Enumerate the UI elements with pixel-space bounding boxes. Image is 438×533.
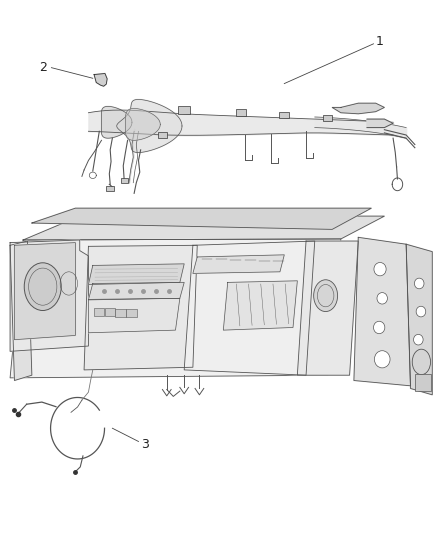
Ellipse shape — [374, 262, 386, 276]
Polygon shape — [94, 74, 107, 86]
FancyBboxPatch shape — [126, 310, 137, 317]
Polygon shape — [406, 244, 432, 395]
FancyBboxPatch shape — [158, 132, 167, 138]
Ellipse shape — [414, 278, 424, 289]
Text: 3: 3 — [141, 438, 149, 450]
Polygon shape — [32, 208, 371, 229]
Ellipse shape — [412, 349, 431, 375]
Polygon shape — [10, 241, 32, 381]
Polygon shape — [332, 103, 385, 114]
Polygon shape — [193, 255, 284, 273]
Polygon shape — [101, 107, 132, 138]
Polygon shape — [10, 240, 88, 351]
FancyBboxPatch shape — [236, 109, 246, 116]
FancyBboxPatch shape — [94, 309, 104, 316]
FancyBboxPatch shape — [116, 310, 126, 317]
FancyBboxPatch shape — [121, 178, 128, 183]
FancyBboxPatch shape — [323, 115, 332, 121]
Text: 1: 1 — [376, 35, 384, 47]
Polygon shape — [354, 237, 410, 386]
Ellipse shape — [413, 334, 423, 345]
Text: 2: 2 — [39, 61, 47, 74]
Ellipse shape — [374, 351, 390, 368]
Ellipse shape — [377, 293, 388, 304]
Ellipse shape — [314, 280, 338, 312]
Polygon shape — [125, 109, 160, 140]
Polygon shape — [117, 100, 182, 152]
FancyBboxPatch shape — [279, 112, 289, 118]
Polygon shape — [88, 298, 180, 333]
Polygon shape — [10, 239, 341, 378]
Polygon shape — [88, 282, 184, 300]
Ellipse shape — [416, 306, 426, 317]
FancyBboxPatch shape — [178, 107, 190, 114]
Polygon shape — [14, 243, 75, 340]
Polygon shape — [223, 281, 297, 330]
Polygon shape — [297, 241, 358, 375]
FancyBboxPatch shape — [415, 374, 431, 391]
FancyBboxPatch shape — [105, 309, 115, 316]
Ellipse shape — [24, 263, 61, 311]
Polygon shape — [23, 216, 385, 240]
Polygon shape — [88, 264, 184, 285]
Polygon shape — [367, 119, 393, 127]
Ellipse shape — [374, 321, 385, 334]
Polygon shape — [84, 245, 197, 370]
Polygon shape — [184, 241, 315, 375]
FancyBboxPatch shape — [106, 186, 114, 191]
